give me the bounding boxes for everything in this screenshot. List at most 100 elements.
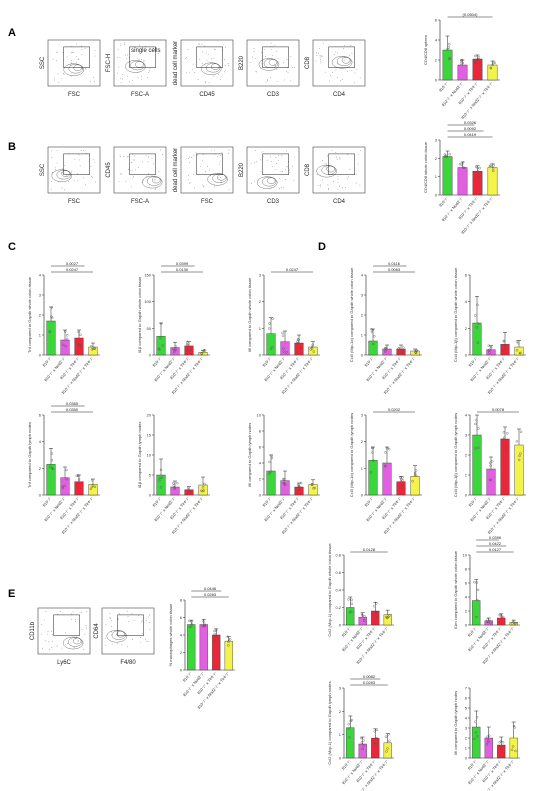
event-dot xyxy=(73,52,75,53)
event-dot xyxy=(293,66,295,68)
event-dot xyxy=(219,79,221,80)
data-point xyxy=(362,619,366,622)
data-point xyxy=(411,480,414,483)
data-point xyxy=(475,716,479,719)
p-value-label: 0.0365 xyxy=(66,401,79,406)
event-dot xyxy=(200,165,201,167)
event-dot xyxy=(192,63,194,65)
chart-D-ccl3-colon: 0 1 2 3 4 Ccl3 (Mip-1α) compared to Gapdh who… xyxy=(349,261,422,395)
event-dot xyxy=(208,82,210,83)
event-dot xyxy=(120,43,122,45)
event-dot xyxy=(81,53,83,55)
event-dot xyxy=(256,161,257,163)
data-point xyxy=(514,622,517,625)
event-dot xyxy=(210,149,212,151)
event-dot xyxy=(255,150,257,152)
event-dot xyxy=(54,169,56,171)
y-tick-label: 5 xyxy=(149,473,152,478)
event-dot xyxy=(321,159,323,161)
data-point xyxy=(515,440,519,443)
event-dot xyxy=(325,163,327,165)
data-point xyxy=(413,471,417,475)
event-dot xyxy=(40,633,42,635)
event-dot xyxy=(71,51,72,53)
event-dot xyxy=(86,611,87,613)
data-point xyxy=(90,479,94,482)
density-contour xyxy=(141,175,163,189)
y-tick-label: 2 xyxy=(180,650,183,655)
group-label: Il10⁻/⁻ xyxy=(467,758,478,770)
event-dot xyxy=(287,72,289,74)
density-contour xyxy=(111,630,127,640)
p-value-label: (0.0504) xyxy=(463,12,479,17)
event-dot xyxy=(207,166,208,167)
data-point xyxy=(477,427,480,430)
bar xyxy=(410,476,420,496)
event-dot xyxy=(149,68,151,69)
density-contour xyxy=(217,174,226,181)
event-dot xyxy=(65,644,67,646)
facs-frame xyxy=(47,146,101,194)
facs-plot-a-4: CD3 B220 xyxy=(239,39,300,98)
data-point xyxy=(501,349,504,352)
event-dot xyxy=(263,155,264,157)
event-dot xyxy=(84,184,86,186)
group-label: Il10⁻/⁻ xyxy=(182,670,193,682)
y-tick-label: 5 xyxy=(465,706,468,711)
y-tick-label: 3 xyxy=(339,686,342,691)
data-point xyxy=(448,57,452,60)
event-dot xyxy=(332,72,333,73)
data-point xyxy=(499,740,503,743)
event-dot xyxy=(271,54,273,56)
event-dot xyxy=(131,613,133,615)
data-point xyxy=(460,163,464,166)
data-point xyxy=(159,322,163,325)
bar xyxy=(514,444,524,496)
event-dot xyxy=(56,60,57,62)
y-tick-label: 0.8 xyxy=(335,553,341,558)
data-point xyxy=(281,334,285,337)
bar xyxy=(280,341,290,356)
event-dot xyxy=(85,625,87,627)
data-point xyxy=(347,722,350,726)
data-point xyxy=(501,438,505,441)
data-point xyxy=(185,342,189,346)
event-dot xyxy=(284,169,286,171)
bar xyxy=(486,468,496,496)
p-value-label: 0.0130 xyxy=(176,267,189,272)
y-tick-label: 6 xyxy=(39,413,42,418)
data-point xyxy=(79,333,82,337)
event-dot xyxy=(65,632,67,634)
event-dot xyxy=(337,175,339,177)
event-dot xyxy=(220,154,222,156)
event-dot xyxy=(51,640,53,642)
y-tick-label: 4 xyxy=(465,299,468,304)
event-dot xyxy=(286,166,288,168)
facs-y-label: B220 xyxy=(239,55,245,70)
p-value-label: 0.0116 xyxy=(388,261,401,266)
event-dot xyxy=(56,162,58,164)
data-point xyxy=(268,472,271,475)
event-dot xyxy=(270,77,272,78)
event-dot xyxy=(213,184,215,186)
panel-label-b: B xyxy=(8,141,16,153)
data-point xyxy=(475,418,478,422)
data-point xyxy=(488,351,491,354)
event-dot xyxy=(189,182,191,184)
event-dot xyxy=(287,166,289,168)
event-dot xyxy=(250,163,252,165)
data-point xyxy=(77,474,80,478)
chart-D-ccl4-colon: 0 2 4 6 Ccl4 (Mip-1β) compared to Gapdh whol… xyxy=(453,267,526,395)
data-point xyxy=(384,451,387,454)
event-dot xyxy=(149,629,151,630)
event-dot xyxy=(140,641,141,643)
event-dot xyxy=(66,174,68,176)
data-point xyxy=(401,476,404,479)
event-dot xyxy=(55,52,57,54)
facs-x-label: CD4 xyxy=(333,199,346,205)
event-dot xyxy=(216,177,218,179)
y-axis-label: Ccl2 (Mcp-1) compared to Gapdh lymph nod… xyxy=(327,681,332,764)
p-value-label: 0.0083 xyxy=(388,267,401,272)
event-dot xyxy=(93,158,95,160)
facs-frame xyxy=(246,39,300,87)
